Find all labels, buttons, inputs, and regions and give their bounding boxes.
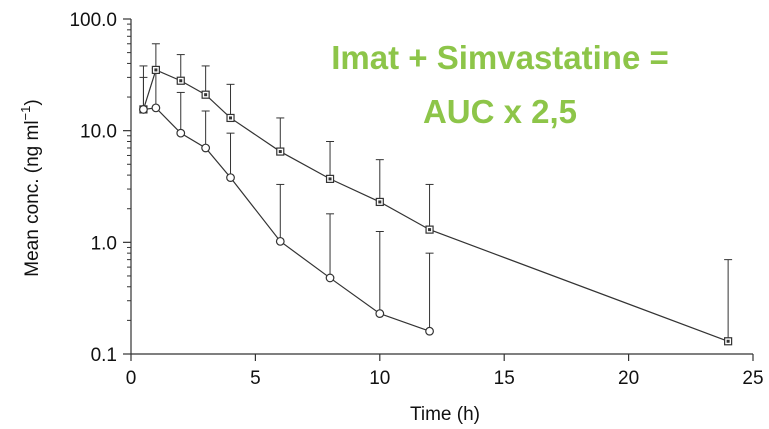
series-line-circle — [143, 107, 430, 332]
data-point-circle — [325, 273, 335, 283]
data-point-square-center — [204, 93, 208, 97]
y-axis-label-main: Mean conc. (ng ml — [22, 120, 43, 276]
y-tick-label: 0.1 — [91, 345, 117, 366]
y-tick-label: 100.0 — [69, 10, 117, 31]
annotation: Imat + Simvastatine = AUC x 2,5 — [290, 38, 710, 132]
data-point-square-center — [154, 68, 158, 72]
data-point-circle — [226, 173, 235, 182]
data-point-square-center — [378, 200, 382, 204]
data-point-circle — [275, 236, 285, 246]
x-tick-label: 5 — [250, 368, 261, 389]
x-tick-label: 0 — [126, 368, 137, 389]
y-axis-label: Mean conc. (ng ml−1) — [18, 99, 43, 276]
data-point-circle — [151, 103, 161, 113]
annotation-line-2: AUC x 2,5 — [422, 93, 578, 130]
y-tick-label: 10.0 — [80, 122, 117, 143]
x-tick-label: 10 — [369, 368, 390, 389]
data-point-square-center — [278, 150, 282, 154]
data-point-circle — [425, 326, 434, 336]
data-point-circle — [139, 105, 148, 114]
axes — [123, 18, 754, 361]
series-markers — [139, 65, 733, 346]
x-tick-label: 20 — [618, 368, 639, 389]
y-tick-label: 1.0 — [91, 233, 117, 254]
series-line-square — [142, 69, 729, 342]
tick-labels: 0 5 10 15 20 25 0.1 1.0 10.0 100.0 — [69, 10, 763, 389]
x-axis-label: Time (h) — [410, 404, 480, 425]
data-point-circle — [176, 128, 186, 138]
data-point-square-center — [179, 79, 183, 83]
data-point-square-center — [428, 228, 432, 232]
data-point-square-center — [229, 116, 233, 120]
data-point-circle — [375, 309, 385, 319]
annotation-line-1: Imat + Simvastatine = — [331, 39, 669, 76]
x-tick-label: 15 — [494, 368, 515, 389]
data-point-square-center — [726, 339, 730, 343]
data-point-square-center — [328, 177, 332, 181]
data-point-circle — [201, 143, 211, 153]
error-bars — [139, 43, 733, 342]
y-axis-label-close: ) — [22, 99, 43, 105]
x-tick-label: 25 — [742, 368, 763, 389]
y-axis-label-superscript: −1 — [18, 106, 33, 121]
